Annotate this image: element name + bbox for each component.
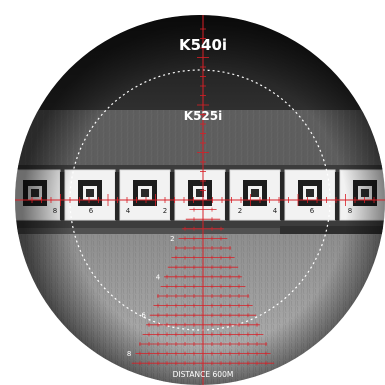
reticle: 2 4 6 8 (15, 15, 385, 385)
holdover-number: 8 (127, 350, 131, 358)
holdover-number: 4 (156, 273, 161, 281)
distance-label: DISTANCE 600M (173, 370, 234, 379)
outer-model-label: K540i (179, 36, 227, 54)
holdover-number: 2 (170, 235, 174, 243)
holdover-number: 6 (141, 312, 146, 320)
inner-model-label: K525i (184, 109, 222, 123)
